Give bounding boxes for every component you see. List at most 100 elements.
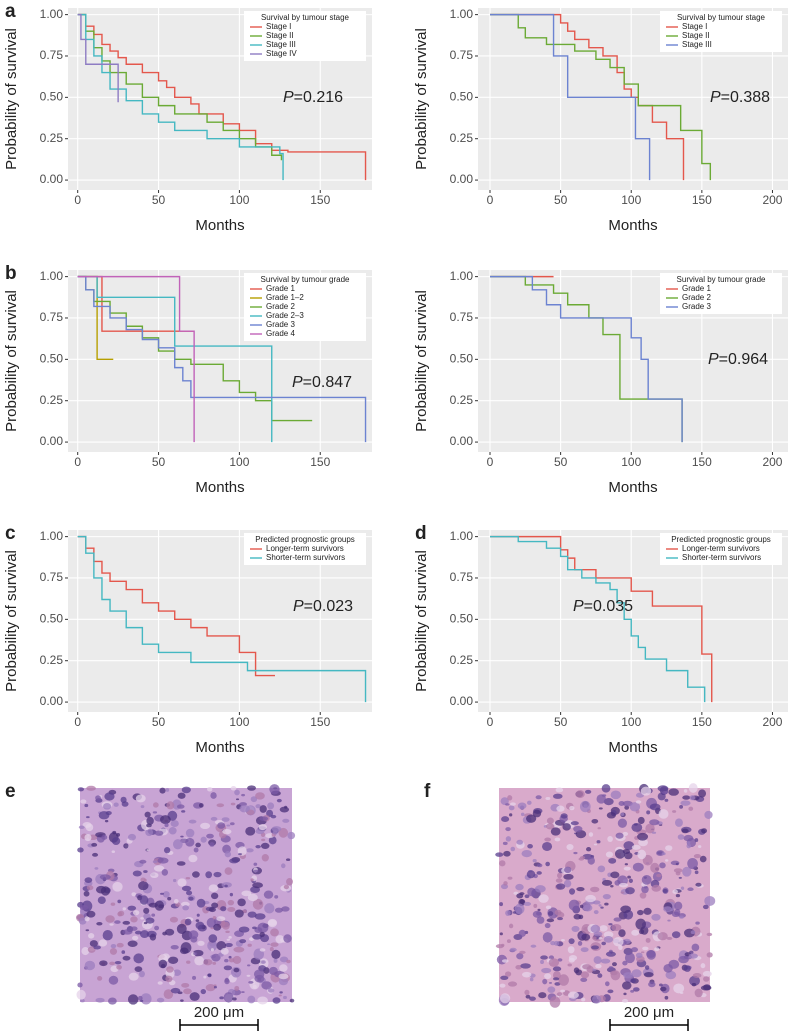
p-symbol: P xyxy=(293,598,304,615)
cell xyxy=(509,947,517,952)
y-tick-label: 1.00 xyxy=(40,529,64,543)
cell xyxy=(203,975,207,979)
cell xyxy=(112,881,123,892)
cell xyxy=(208,907,216,913)
cell xyxy=(209,842,215,847)
cell xyxy=(181,901,190,907)
cell xyxy=(526,870,536,879)
cell xyxy=(613,917,622,922)
cell xyxy=(561,938,565,942)
cell xyxy=(253,969,265,979)
cell xyxy=(660,986,667,992)
cell xyxy=(623,992,627,996)
cell xyxy=(284,805,288,809)
cell xyxy=(606,812,616,819)
cell xyxy=(675,862,679,866)
cell xyxy=(651,913,661,921)
cell xyxy=(552,793,563,799)
cell xyxy=(255,792,265,800)
cell xyxy=(651,884,662,892)
cell xyxy=(515,964,522,970)
cell xyxy=(180,835,184,838)
cell xyxy=(143,907,150,914)
cell xyxy=(554,837,561,842)
cell xyxy=(682,795,691,800)
cell xyxy=(656,873,662,878)
cell xyxy=(629,802,641,812)
legend-label: Grade 2–3 xyxy=(266,311,304,320)
cell xyxy=(637,909,644,916)
cell xyxy=(673,868,683,873)
cell xyxy=(692,973,702,978)
cell xyxy=(637,832,649,841)
x-tick-label: 50 xyxy=(554,715,568,729)
legend-title: Survival by tumour grade xyxy=(261,275,350,284)
cell xyxy=(285,858,291,861)
survival-curve xyxy=(77,275,195,443)
cell xyxy=(658,809,669,819)
x-tick-label: 150 xyxy=(310,715,330,729)
p-value: P=0.847 xyxy=(292,374,352,391)
cell xyxy=(170,820,179,828)
cell xyxy=(679,805,684,809)
cell xyxy=(250,796,258,803)
cell xyxy=(624,805,630,810)
cell xyxy=(602,893,611,900)
cell xyxy=(536,863,543,868)
cell xyxy=(200,822,211,830)
cell xyxy=(259,816,269,821)
cell xyxy=(211,953,221,962)
cell xyxy=(98,811,110,820)
cell xyxy=(145,828,154,837)
cell xyxy=(274,895,279,899)
cell xyxy=(254,913,266,920)
cell xyxy=(521,850,533,858)
cell xyxy=(587,856,595,865)
legend-label: Stage III xyxy=(682,40,712,49)
cell xyxy=(500,797,509,805)
cell xyxy=(86,785,96,791)
cell xyxy=(221,817,230,822)
cell xyxy=(195,919,200,923)
cell xyxy=(250,878,254,882)
cell xyxy=(138,970,145,978)
cell xyxy=(599,925,608,932)
cell xyxy=(237,898,246,907)
cell xyxy=(271,826,282,832)
p-value: P=0.216 xyxy=(283,89,343,106)
cell xyxy=(258,823,268,831)
cell xyxy=(516,893,524,899)
survival-curve xyxy=(77,275,313,422)
cell xyxy=(640,951,645,954)
cell xyxy=(590,886,600,893)
cell xyxy=(620,891,625,894)
cell xyxy=(548,981,553,984)
cell xyxy=(573,851,578,855)
cell xyxy=(229,892,234,897)
cell xyxy=(703,976,710,982)
cell xyxy=(527,887,536,897)
cell xyxy=(158,954,168,963)
cell xyxy=(216,941,227,951)
y-tick-label: 0.75 xyxy=(40,570,64,584)
cell xyxy=(682,866,692,877)
cell xyxy=(213,923,222,931)
panel-label: d xyxy=(415,523,427,544)
cell xyxy=(635,952,643,959)
cell xyxy=(270,928,279,937)
cell xyxy=(675,893,681,898)
cell xyxy=(208,884,219,892)
cell xyxy=(598,937,603,940)
legend-label: Grade 1 xyxy=(266,284,295,293)
cell xyxy=(83,890,90,897)
cell xyxy=(509,813,513,817)
cell xyxy=(220,906,227,912)
cell xyxy=(93,945,101,950)
cell xyxy=(122,907,127,911)
cell xyxy=(641,874,652,885)
cell xyxy=(172,878,177,883)
cell xyxy=(643,886,648,889)
cell xyxy=(603,931,614,939)
cell xyxy=(283,934,292,943)
cell xyxy=(174,898,179,904)
